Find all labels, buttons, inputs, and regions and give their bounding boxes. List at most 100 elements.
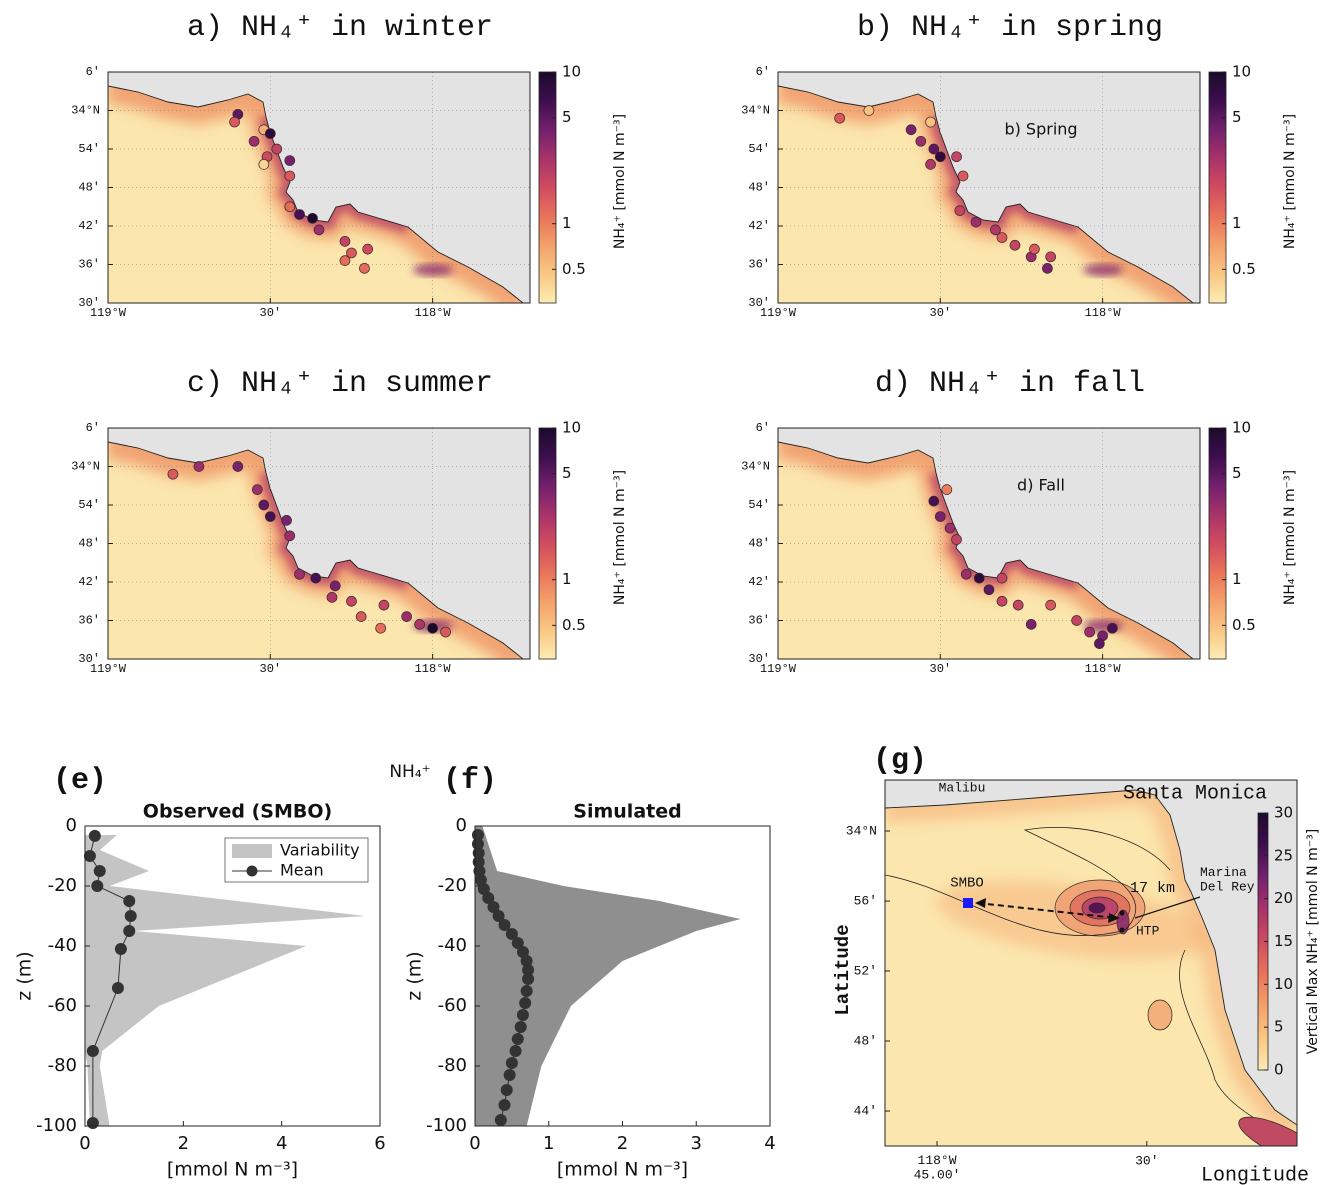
x-tick-label: 118°W bbox=[1085, 662, 1122, 676]
colorbar-tick-label: 10 bbox=[1274, 975, 1293, 993]
station bbox=[954, 205, 966, 216]
y-tick-label: 42' bbox=[748, 575, 770, 589]
y-tick-label: 54' bbox=[748, 142, 770, 156]
map-area bbox=[108, 72, 530, 303]
y-tick-label: 36' bbox=[78, 258, 100, 272]
mean-point bbox=[522, 964, 535, 976]
station bbox=[996, 595, 1008, 607]
x-tick-label: 118°W bbox=[415, 306, 452, 320]
station bbox=[951, 151, 962, 163]
y-axis-label: Latitude bbox=[832, 924, 854, 1015]
note: NH₄⁺ bbox=[389, 762, 430, 782]
y-tick-label: 34°N bbox=[741, 460, 770, 474]
outfall bbox=[1119, 910, 1125, 916]
colorbar-tick-label: 1 bbox=[562, 214, 572, 232]
x-tick-label: 2 bbox=[617, 1133, 628, 1154]
mean-point bbox=[124, 910, 137, 922]
mean-point bbox=[498, 919, 511, 931]
mean-point bbox=[500, 1084, 513, 1096]
station bbox=[915, 135, 927, 147]
colorbar-tick-label: 25 bbox=[1274, 846, 1293, 864]
station bbox=[310, 572, 322, 584]
y-tick-label: 56' bbox=[854, 893, 877, 908]
station bbox=[307, 212, 318, 224]
y-tick-label: 54' bbox=[78, 142, 100, 156]
panel-title: Observed (SMBO) bbox=[143, 801, 332, 823]
map-annotation: Malibu bbox=[939, 780, 986, 795]
mean-point bbox=[503, 1069, 516, 1081]
land bbox=[885, 780, 1297, 1126]
panel-title: a) NH₄⁺ in winter bbox=[187, 11, 493, 45]
station bbox=[941, 484, 953, 495]
y-tick-label: -40 bbox=[48, 935, 77, 956]
colorbar-tick-label: 0.5 bbox=[562, 616, 586, 634]
x-tick-label: 2 bbox=[178, 1133, 189, 1154]
y-tick-label: 42' bbox=[78, 219, 100, 233]
mean-point bbox=[123, 895, 136, 907]
y-tick-label: 6' bbox=[756, 421, 770, 435]
x-tick-label: 4 bbox=[276, 1133, 287, 1154]
x-axis-label: Longitude bbox=[1201, 1164, 1309, 1185]
station bbox=[1107, 622, 1118, 634]
station bbox=[1084, 626, 1095, 638]
colorbar-tick-label: 10 bbox=[1232, 419, 1251, 437]
station bbox=[329, 580, 341, 592]
station bbox=[167, 468, 179, 480]
station bbox=[284, 201, 296, 213]
colorbar bbox=[1208, 427, 1227, 660]
mean-point bbox=[494, 1114, 507, 1126]
y-tick-label: 42' bbox=[748, 219, 770, 233]
colorbar-label: NH₄⁺ [mmol N m⁻³] bbox=[612, 470, 628, 605]
x-tick-label: 6 bbox=[374, 1133, 385, 1154]
station bbox=[284, 155, 296, 166]
mean-point bbox=[522, 973, 535, 985]
station bbox=[401, 611, 412, 623]
station bbox=[284, 170, 296, 182]
panel-title: Santa Monica bbox=[1123, 782, 1267, 805]
colorbar-tick-label: 30 bbox=[1274, 804, 1293, 822]
y-tick-label: -20 bbox=[438, 875, 467, 896]
y-tick-label: 30' bbox=[78, 652, 100, 666]
colorbar bbox=[538, 427, 557, 660]
y-tick-label: 54' bbox=[748, 498, 770, 512]
smbo-marker bbox=[963, 898, 973, 908]
colorbar-tick-label: 5 bbox=[1232, 108, 1242, 126]
x-tick-label: 119°W bbox=[90, 306, 127, 320]
y-tick-label: -40 bbox=[438, 935, 467, 956]
y-tick-label: 0 bbox=[66, 815, 77, 836]
y-tick-label: 34°N bbox=[741, 104, 770, 118]
mean-point bbox=[86, 1117, 99, 1129]
panel-label: (f) bbox=[443, 764, 497, 798]
contour bbox=[1088, 902, 1106, 914]
y-tick-label: 48' bbox=[748, 181, 770, 195]
mean-point bbox=[505, 1057, 518, 1069]
station bbox=[440, 626, 451, 638]
station bbox=[960, 568, 972, 580]
legend-swatch bbox=[232, 844, 272, 858]
y-tick-label: 6' bbox=[86, 421, 100, 435]
map-annotation: Marina Del Rey bbox=[1200, 865, 1255, 894]
station bbox=[996, 572, 1008, 584]
colorbar-tick-label: 5 bbox=[562, 108, 572, 126]
y-tick-label: 44' bbox=[854, 1103, 877, 1118]
colorbar-label: NH₄⁺ [mmol N m⁻³] bbox=[612, 114, 628, 249]
station bbox=[258, 159, 270, 170]
station bbox=[834, 112, 846, 124]
mean-point bbox=[487, 901, 500, 913]
y-tick-label: 0 bbox=[456, 815, 467, 836]
colorbar-tick-label: 1 bbox=[562, 570, 572, 588]
station bbox=[359, 263, 370, 274]
colorbar-label: NH₄⁺ [mmol N m⁻³] bbox=[1282, 114, 1298, 249]
x-tick-label: 30' bbox=[260, 306, 282, 320]
colorbar-tick-label: 0.5 bbox=[1232, 260, 1256, 278]
arrow-head bbox=[1108, 913, 1120, 923]
station bbox=[990, 224, 1001, 236]
y-tick-label: -100 bbox=[426, 1115, 467, 1136]
frame bbox=[884, 779, 1298, 1147]
x-tick-label: 119°W bbox=[760, 662, 797, 676]
x-tick-label: 3 bbox=[691, 1133, 702, 1154]
y-tick-label: 52' bbox=[854, 963, 877, 978]
station bbox=[1042, 263, 1053, 274]
station bbox=[294, 209, 305, 220]
